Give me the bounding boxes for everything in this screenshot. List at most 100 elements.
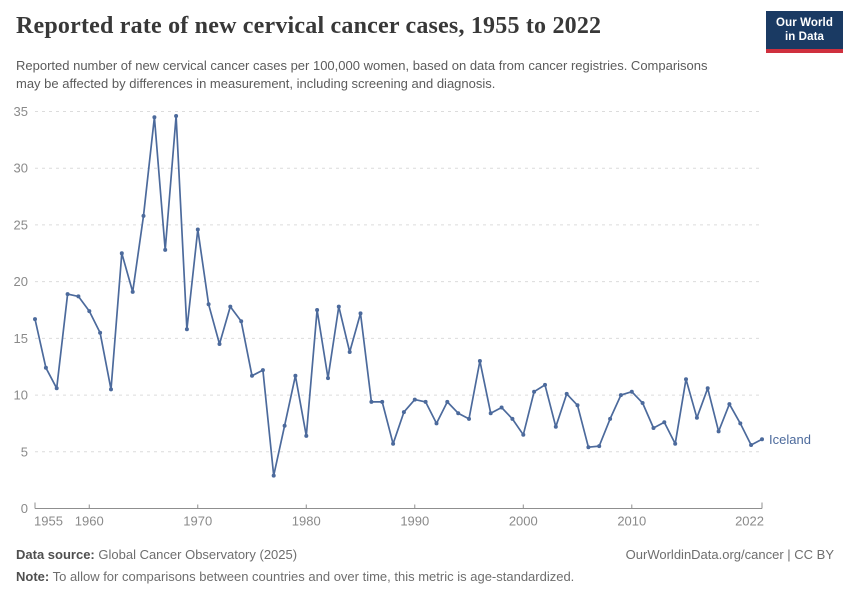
x-axis-tick-label: 1960	[75, 514, 104, 529]
data-point[interactable]	[206, 302, 211, 307]
data-point[interactable]	[618, 393, 623, 398]
data-point[interactable]	[608, 416, 613, 421]
data-point[interactable]	[195, 227, 200, 232]
data-point[interactable]	[43, 365, 48, 370]
data-point[interactable]	[640, 401, 645, 405]
data-point[interactable]	[54, 386, 59, 391]
data-point[interactable]	[87, 309, 92, 314]
data-point[interactable]	[119, 251, 124, 256]
data-source: Data source: Global Cancer Observatory (…	[16, 547, 297, 562]
data-point[interactable]	[260, 368, 265, 373]
x-axis-tick-label: 1990	[400, 514, 429, 529]
rights-link[interactable]: OurWorldinData.org/cancer | CC BY	[625, 547, 834, 562]
data-point[interactable]	[499, 405, 504, 410]
line-chart[interactable]: 0 5 10 15 20 25 30 35 1955 1960 1970 1980 1990 2000 20…	[0, 88, 850, 540]
y-axis-tick-label: 10	[14, 388, 28, 403]
data-point[interactable]	[152, 115, 157, 120]
y-axis-tick-label: 35	[14, 104, 28, 119]
data-point[interactable]	[673, 441, 678, 446]
data-point[interactable]	[760, 437, 764, 442]
data-point[interactable]	[749, 443, 754, 447]
owid-logo-line1: Our World	[776, 17, 833, 29]
page-title: Reported rate of new cervical cancer cas…	[16, 13, 602, 39]
data-point[interactable]	[33, 317, 37, 322]
data-line-iceland[interactable]	[34, 115, 763, 477]
data-point[interactable]	[293, 373, 298, 378]
data-point[interactable]	[282, 423, 287, 428]
owid-logo: Our World in Data	[766, 11, 843, 53]
data-point[interactable]	[445, 399, 450, 404]
y-axis-tick-label: 15	[14, 331, 28, 346]
data-point[interactable]	[543, 382, 547, 387]
data-point[interactable]	[477, 359, 482, 363]
data-point[interactable]	[684, 377, 688, 382]
x-axis-tick-label: 2000	[509, 514, 538, 529]
data-point[interactable]	[510, 416, 515, 421]
note-value: To allow for comparisons between countri…	[52, 569, 575, 584]
data-point[interactable]	[228, 304, 233, 309]
data-point[interactable]	[738, 421, 743, 426]
data-point[interactable]	[586, 445, 591, 450]
data-point[interactable]	[98, 330, 103, 335]
data-point[interactable]	[336, 304, 341, 309]
y-axis-tick-label: 0	[21, 501, 28, 516]
data-point[interactable]	[174, 114, 179, 118]
chart-note: Note: To allow for comparisons between c…	[16, 569, 834, 584]
data-point[interactable]	[564, 391, 569, 396]
data-point[interactable]	[597, 444, 602, 449]
owid-logo-line2: in Data	[784, 30, 825, 43]
data-point[interactable]	[347, 350, 352, 354]
data-point[interactable]	[651, 426, 656, 430]
data-point[interactable]	[239, 319, 244, 324]
y-axis-tick-label: 5	[21, 444, 28, 459]
chart-subtitle: Reported number of new cervical cancer c…	[16, 58, 708, 92]
data-point[interactable]	[423, 399, 428, 404]
data-point[interactable]	[727, 402, 732, 407]
data-point[interactable]	[412, 397, 417, 402]
data-point[interactable]	[250, 373, 254, 378]
data-point[interactable]	[532, 389, 537, 394]
data-source-value: Global Cancer Observatory (2025)	[98, 547, 298, 562]
data-source-label: Data source:	[16, 547, 95, 562]
data-point[interactable]	[369, 399, 374, 404]
data-point[interactable]	[401, 410, 406, 415]
data-point[interactable]	[304, 433, 309, 438]
data-point[interactable]	[521, 432, 526, 437]
data-point[interactable]	[456, 411, 461, 416]
chart-footer: Data source: Global Cancer Observatory (…	[16, 547, 834, 584]
y-axis-tick-label: 20	[14, 274, 28, 289]
data-point[interactable]	[326, 376, 330, 381]
data-point[interactable]	[694, 415, 699, 420]
x-axis-tick-label: 1980	[292, 514, 321, 529]
data-point[interactable]	[163, 247, 168, 252]
data-point[interactable]	[380, 399, 385, 404]
data-point[interactable]	[716, 429, 721, 434]
data-point[interactable]	[184, 327, 189, 332]
x-axis-tick-label: 1970	[183, 514, 212, 529]
data-point[interactable]	[217, 342, 222, 346]
data-point[interactable]	[141, 213, 146, 218]
data-point[interactable]	[358, 311, 363, 316]
x-axis-tick-label: 2022	[735, 514, 764, 529]
data-point[interactable]	[467, 416, 471, 421]
data-point[interactable]	[553, 424, 558, 429]
data-point[interactable]	[575, 403, 580, 408]
data-point[interactable]	[434, 421, 439, 426]
x-axis-tick-label: 1955	[34, 514, 63, 529]
data-point[interactable]	[705, 386, 710, 391]
data-point[interactable]	[315, 308, 320, 312]
x-axis-tick-label: 2010	[617, 514, 646, 529]
data-point[interactable]	[488, 411, 493, 416]
data-point[interactable]	[130, 289, 135, 294]
y-axis-tick-label: 30	[14, 161, 28, 176]
data-point[interactable]	[629, 389, 634, 394]
data-point[interactable]	[65, 292, 70, 297]
data-point[interactable]	[391, 441, 396, 446]
y-axis-tick-label: 25	[14, 217, 28, 232]
data-point[interactable]	[271, 473, 276, 478]
data-point[interactable]	[76, 294, 81, 299]
series-end-label-iceland: Iceland	[769, 432, 811, 447]
data-point[interactable]	[662, 420, 667, 425]
data-point[interactable]	[109, 387, 113, 392]
